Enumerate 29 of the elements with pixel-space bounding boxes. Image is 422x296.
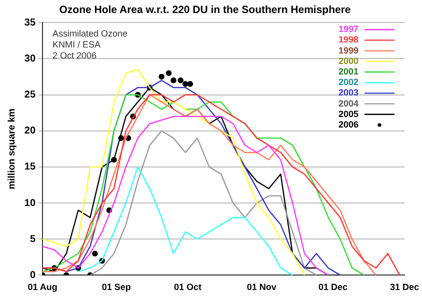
legend-label: 2004 — [338, 98, 358, 108]
legend-label: 1999 — [338, 45, 358, 56]
annotation: KNMI / ESA — [52, 40, 101, 50]
x-tick-label: 01 Dec — [318, 282, 348, 292]
legend-label: 2000 — [338, 56, 358, 66]
y-axis-title: million square km — [6, 108, 18, 190]
y-tick-label: 30 — [24, 53, 36, 64]
y-tick-label: 5 — [30, 234, 36, 245]
x-tick-label: 01 Aug — [28, 282, 58, 292]
y-tick-label: 10 — [24, 198, 36, 209]
legend-label: 2002 — [338, 77, 358, 88]
annotation: 2 Oct 2006 — [52, 50, 97, 61]
legend-label: 2006 — [338, 119, 358, 130]
y-tick-label: 25 — [24, 90, 36, 101]
x-tick-label: 01 Nov — [246, 282, 276, 292]
legend-label: 2003 — [338, 88, 358, 98]
chart-title: Ozone Hole Area w.r.t. 220 DU in the Southern Hemisphere — [59, 4, 351, 16]
y-tick-label: 0 — [30, 270, 36, 281]
legend-label: 1998 — [338, 34, 358, 45]
annotation: Assimilated Ozone — [52, 28, 128, 39]
x-tick-label: 01 Oct — [174, 282, 202, 292]
x-tick-label: 01 Sep — [102, 282, 132, 292]
legend-label: 2005 — [338, 108, 358, 119]
y-tick-label: 35 — [24, 17, 36, 28]
x-tick-label: 31 Dec — [390, 282, 420, 292]
legend-label: 1997 — [338, 24, 358, 34]
legend-label: 2001 — [338, 66, 358, 76]
y-tick-label: 20 — [24, 126, 36, 137]
y-tick-label: 15 — [24, 162, 36, 173]
